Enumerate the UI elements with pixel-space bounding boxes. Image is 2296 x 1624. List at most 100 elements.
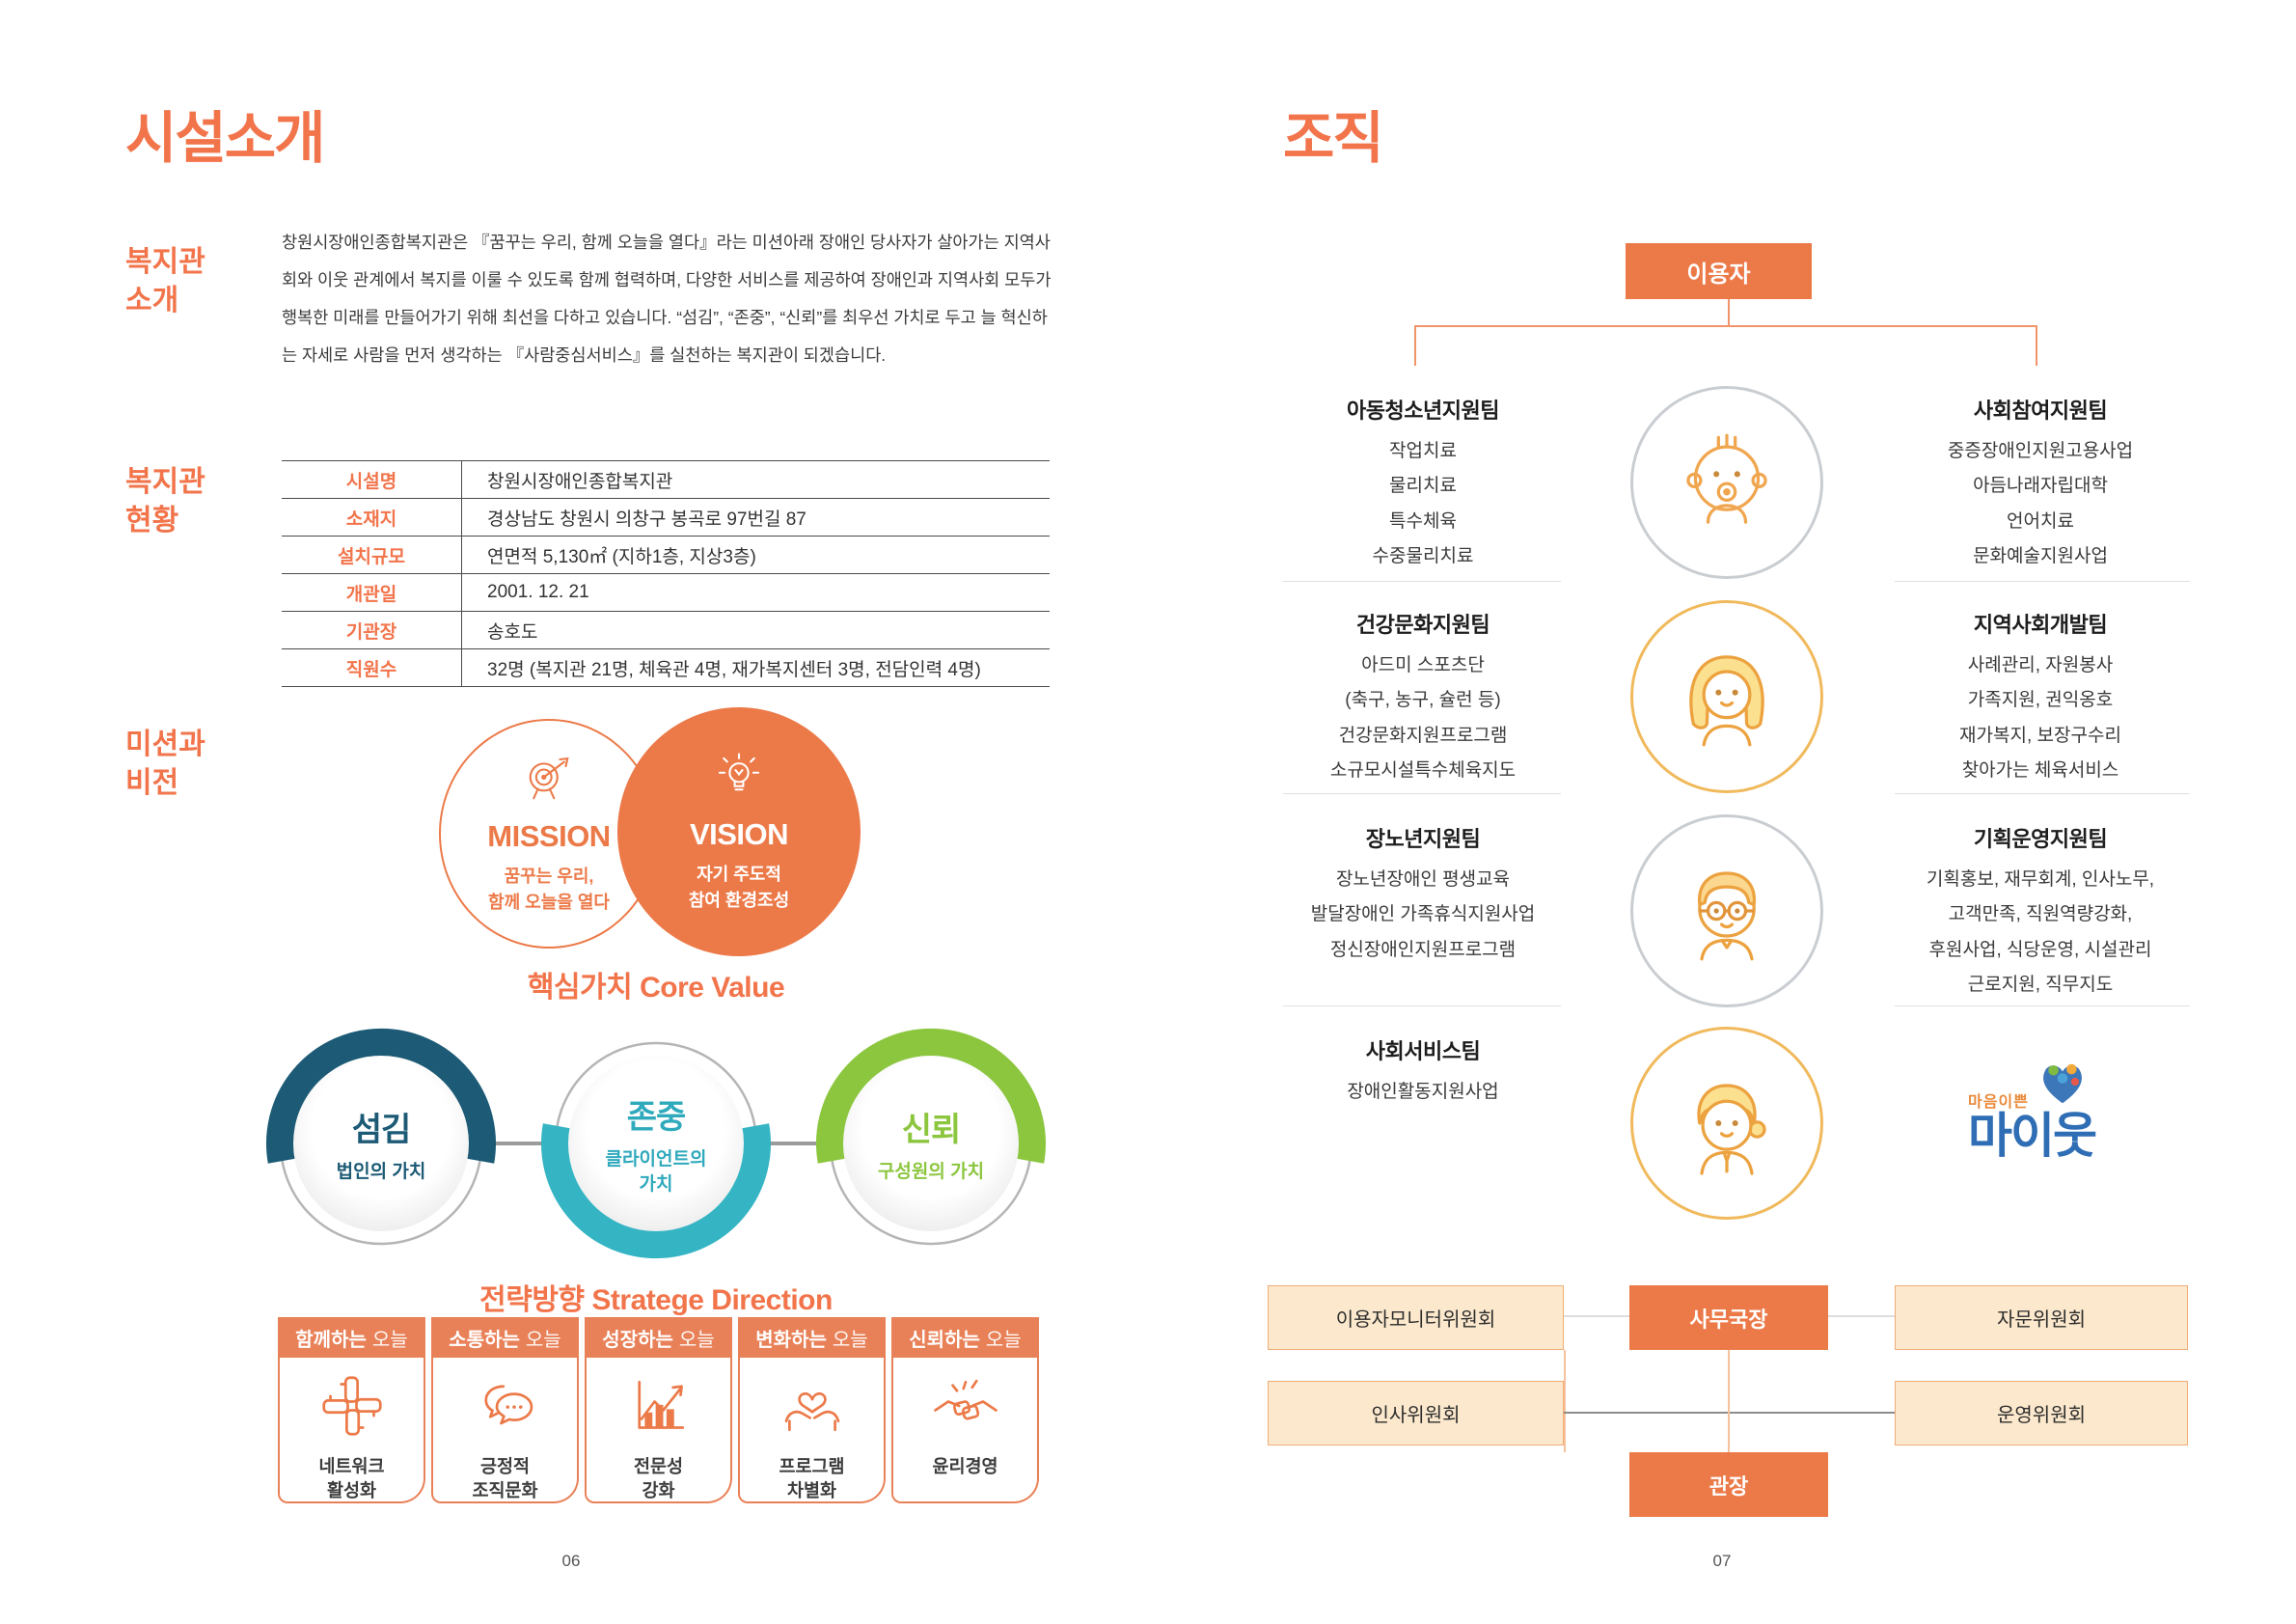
team-item: 가족지원, 권익옹호 <box>1967 690 2114 711</box>
team-title: 지역사회개발팀 <box>1973 613 2108 637</box>
team-social-service: 사회서비스팀 장애인활동지원사업 <box>1283 1034 1563 1110</box>
logo-big-text: 마이웃 <box>1968 1109 2097 1163</box>
team-social-participation: 사회참여지원팀 중증장애인지원고용사업 아듬나래자립대학 언어치료 문화예술지원… <box>1891 394 2190 575</box>
team-item: 중증장애인지원고용사업 <box>1947 441 2134 461</box>
team-title: 기획운영지원팀 <box>1973 827 2108 851</box>
status-table: 시설명 창원시장애인종합복지관 소재지 경상남도 창원시 의창구 봉곡로 97번길 … <box>282 460 1050 687</box>
team-planning-operation: 기획운영지원팀 기획홍보, 재무회계, 인사노무, 고객만족, 직원역량강화, … <box>1891 822 2190 1004</box>
strategy-header: 소통하는 <box>449 1329 520 1351</box>
table-row: 설치규모 연면적 5,130㎡ (지하1층, 지상3층) <box>282 536 1050 573</box>
growth-chart-icon <box>624 1371 694 1445</box>
team-community-development: 지역사회개발팀 사례관리, 자원봉사 가족지원, 권익옹호 재가복지, 보장구수… <box>1891 608 2190 789</box>
org-connector-line <box>1414 325 2037 327</box>
row-divider <box>1283 793 1561 794</box>
row-key: 직원수 <box>345 659 397 680</box>
table-row: 시설명 창원시장애인종합복지관 <box>282 460 1050 498</box>
strategy-heading: 전략방향 Stratege Direction <box>479 1284 833 1316</box>
core-value-title: 섬김 <box>351 1111 412 1148</box>
team-item: 정신장애인지원프로그램 <box>1329 939 1517 960</box>
table-row: 소재지 경상남도 창원시 의창구 봉곡로 97번길 87 <box>282 498 1050 536</box>
girl-icon <box>1630 600 1823 793</box>
page-number-right: 07 <box>1712 1552 1732 1570</box>
org-connector-line <box>2036 325 2037 366</box>
team-item: 소규모시설특수체육지도 <box>1329 760 1517 782</box>
row-value: 연면적 5,130㎡ (지하1층, 지상3층) <box>461 537 1050 573</box>
org-connector-line <box>1564 1350 1566 1452</box>
org-connector-line <box>1828 1315 1895 1317</box>
org-connector-line <box>1414 325 1416 366</box>
committee-advisory-box: 자문위원회 <box>1895 1285 2188 1350</box>
team-item: 아드미 스포츠단 <box>1361 655 1485 675</box>
vision-title: VISION <box>689 816 789 851</box>
strategy-caption: 네트워크 활성화 <box>318 1456 385 1500</box>
team-health-culture: 건강문화지원팀 아드미 스포츠단 (축구, 농구, 슐런 등) 건강문화지원프로… <box>1283 608 1563 789</box>
my-neighbor-logo: 마음이쁜 마이웃 <box>1968 1057 2180 1160</box>
team-title: 사회서비스팀 <box>1365 1039 1481 1063</box>
core-value-title: 존중 <box>626 1098 687 1136</box>
hands-heart-icon <box>778 1371 847 1445</box>
team-senior: 장노년지원팀 장노년장애인 평생교육 발달장애인 가족휴식지원사업 정신장애인지… <box>1283 822 1563 968</box>
team-item: 물리치료 <box>1389 476 1457 497</box>
core-connector-line <box>733 1142 849 1145</box>
row-key: 소재지 <box>345 509 397 530</box>
core-value-heading: 핵심가치 Core Value <box>527 972 785 1004</box>
strategy-header: 성장하는 <box>602 1329 673 1351</box>
strategy-box-grow: 성장하는 오늘 전문성 강화 <box>585 1317 732 1505</box>
core-value-subtitle: 구성원의 가치 <box>877 1161 985 1182</box>
row-divider <box>1895 1005 2190 1006</box>
core-value-subtitle: 클라이언트의 가치 <box>605 1148 707 1195</box>
table-row: 개관일 2001. 12. 21 <box>282 573 1050 611</box>
committee-operation-box: 운영위원회 <box>1895 1381 2188 1445</box>
team-item: 사례관리, 자원봉사 <box>1967 655 2114 675</box>
row-value: 32명 (복지관 21명, 체육관 4명, 재가복지센터 3명, 전담인력 4명… <box>461 649 1050 686</box>
strategy-caption: 윤리경영 <box>932 1456 998 1476</box>
secretary-general-box: 사무국장 <box>1629 1285 1828 1350</box>
core-value-title: 신뢰 <box>901 1111 962 1148</box>
mission-title: MISSION <box>487 818 611 853</box>
team-item: 특수체육 <box>1389 510 1457 532</box>
strategy-header: 함께하는 <box>295 1329 367 1351</box>
page-title: 시설소개 <box>125 107 325 170</box>
org-root-box: 이용자 <box>1626 243 1812 299</box>
row-key: 시설명 <box>345 471 397 492</box>
strategy-box-together: 함께하는 오늘 네트워크 활성화 <box>278 1317 425 1505</box>
team-item: 작업치료 <box>1389 441 1457 461</box>
team-item: 수중물리치료 <box>1372 546 1474 567</box>
org-connector-line <box>1728 299 1730 325</box>
committee-personnel-box: 인사위원회 <box>1268 1381 1564 1445</box>
team-item: 장애인활동지원사업 <box>1347 1082 1499 1102</box>
strategy-caption: 프로그램 차별화 <box>779 1456 845 1500</box>
team-item: (축구, 농구, 슐런 등) <box>1345 690 1501 711</box>
section-label-intro: 복지관 소개 <box>125 246 205 317</box>
team-item: 건강문화지원프로그램 <box>1338 725 1508 746</box>
handshake-icon <box>931 1371 1000 1445</box>
team-item: 근로지원, 직무지도 <box>1967 975 2114 996</box>
team-item: 발달장애인 가족휴식지원사업 <box>1310 904 1536 925</box>
core-value-serve: 섬김 법인의 가치 <box>246 1008 516 1279</box>
row-key: 개관일 <box>345 584 397 605</box>
strategy-box-communicate: 소통하는 오늘 긍정적 조직문화 <box>431 1317 579 1505</box>
vision-circle: VISION 자기 주도적 참여 환경조성 <box>617 707 861 956</box>
strategy-header: 변화하는 <box>755 1329 827 1351</box>
target-arrow-icon <box>522 753 576 812</box>
team-item: 장노년장애인 평생교육 <box>1335 869 1511 890</box>
table-row: 기관장 송호도 <box>282 611 1050 648</box>
heart-people-logo-icon <box>2036 1057 2089 1112</box>
team-item: 후원사업, 식당운영, 시설관리 <box>1928 939 2152 960</box>
grandma-icon <box>1630 1027 1823 1220</box>
row-value: 경상남도 창원시 의창구 봉곡로 97번길 87 <box>461 499 1050 536</box>
team-title: 장노년지원팀 <box>1365 827 1481 851</box>
baby-icon <box>1630 386 1823 579</box>
row-divider <box>1895 793 2190 794</box>
row-value: 송호도 <box>461 612 1050 648</box>
row-divider <box>1283 581 1561 582</box>
team-child-youth: 아동청소년지원팀 작업치료 물리치료 특수체육 수중물리치료 <box>1283 394 1563 575</box>
table-row: 직원수 32명 (복지관 21명, 체육관 4명, 재가복지센터 3명, 전담인력… <box>282 648 1050 687</box>
page-number-left: 06 <box>561 1552 581 1570</box>
core-value-trust: 신뢰 구성원의 가치 <box>796 1008 1066 1279</box>
vision-text: 자기 주도적 참여 환경조성 <box>688 864 790 910</box>
team-item: 찾아가는 체육서비스 <box>1961 760 2119 782</box>
strategy-box-change: 변화하는 오늘 프로그램 차별화 <box>738 1317 886 1505</box>
director-box: 관장 <box>1629 1452 1828 1517</box>
row-divider <box>1283 1005 1561 1006</box>
